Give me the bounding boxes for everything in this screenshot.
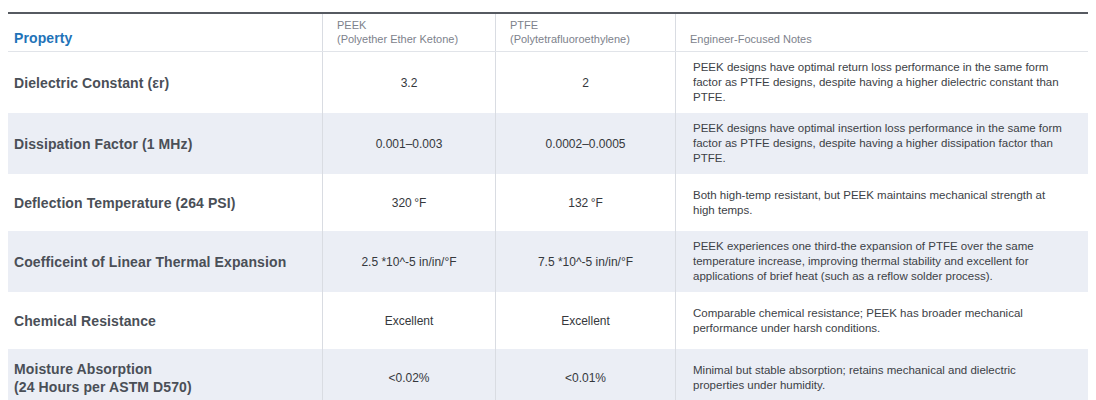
column-header-peek: PEEK (Polyether Ether Ketone) bbox=[322, 14, 495, 51]
property-cell: Dielectric Constant (εr) bbox=[8, 52, 322, 113]
notes-cell: Both high-temp resistant, but PEEK maint… bbox=[675, 174, 1088, 231]
ptfe-value-cell: 2 bbox=[495, 52, 675, 113]
ptfe-value-cell: <0.01% bbox=[495, 349, 675, 400]
column-header-ptfe: PTFE (Polytetrafluoroethylene) bbox=[495, 14, 675, 51]
table-row: Dielectric Constant (εr) 3.2 2 PEEK desi… bbox=[8, 52, 1088, 113]
property-cell: Moisture Absorption (24 Hours per ASTM D… bbox=[8, 349, 322, 400]
notes-cell: PEEK designs have optimal insertion loss… bbox=[675, 113, 1088, 174]
peek-header-label: PEEK bbox=[337, 18, 487, 32]
ptfe-value-cell: 0.0002–0.0005 bbox=[495, 113, 675, 174]
notes-header-label: Engineer-Focused Notes bbox=[690, 32, 1080, 46]
property-header-label: Property bbox=[14, 30, 314, 46]
peek-header-sublabel: (Polyether Ether Ketone) bbox=[337, 32, 487, 46]
ptfe-value-cell: Excellent bbox=[495, 292, 675, 349]
peek-value-cell: Excellent bbox=[322, 292, 495, 349]
table-row: Moisture Absorption (24 Hours per ASTM D… bbox=[8, 349, 1088, 400]
ptfe-header-sublabel: (Polytetrafluoroethylene) bbox=[510, 32, 667, 46]
property-cell: Chemical Resistance bbox=[8, 292, 322, 349]
peek-value-cell: 2.5 *10^-5 in/in/°F bbox=[322, 231, 495, 292]
peek-value-cell: 0.001–0.003 bbox=[322, 113, 495, 174]
table-row: Dissipation Factor (1 MHz) 0.001–0.003 0… bbox=[8, 113, 1088, 174]
table-header-row: Property PEEK (Polyether Ether Ketone) P… bbox=[8, 12, 1088, 52]
peek-value-cell: <0.02% bbox=[322, 349, 495, 400]
property-cell: Dissipation Factor (1 MHz) bbox=[8, 113, 322, 174]
peek-value-cell: 3.2 bbox=[322, 52, 495, 113]
peek-value-cell: 320 °F bbox=[322, 174, 495, 231]
notes-cell: Minimal but stable absorption; retains m… bbox=[675, 349, 1088, 400]
ptfe-value-cell: 132 °F bbox=[495, 174, 675, 231]
column-header-property: Property bbox=[8, 14, 322, 51]
notes-cell: PEEK designs have optimal return loss pe… bbox=[675, 52, 1088, 113]
table-row: Coefficeint of Linear Thermal Expansion … bbox=[8, 231, 1088, 292]
peek-vs-ptfe-comparison-table: Property PEEK (Polyether Ether Ketone) P… bbox=[0, 0, 1096, 400]
table-row: Deflection Temperature (264 PSI) 320 °F … bbox=[8, 174, 1088, 231]
ptfe-header-label: PTFE bbox=[510, 18, 667, 32]
column-header-notes: Engineer-Focused Notes bbox=[675, 14, 1088, 51]
property-cell: Coefficeint of Linear Thermal Expansion bbox=[8, 231, 322, 292]
table-row: Chemical Resistance Excellent Excellent … bbox=[8, 292, 1088, 349]
notes-cell: Comparable chemical resistance; PEEK has… bbox=[675, 292, 1088, 349]
ptfe-value-cell: 7.5 *10^-5 in/in/°F bbox=[495, 231, 675, 292]
property-cell: Deflection Temperature (264 PSI) bbox=[8, 174, 322, 231]
notes-cell: PEEK experiences one third-the expansion… bbox=[675, 231, 1088, 292]
